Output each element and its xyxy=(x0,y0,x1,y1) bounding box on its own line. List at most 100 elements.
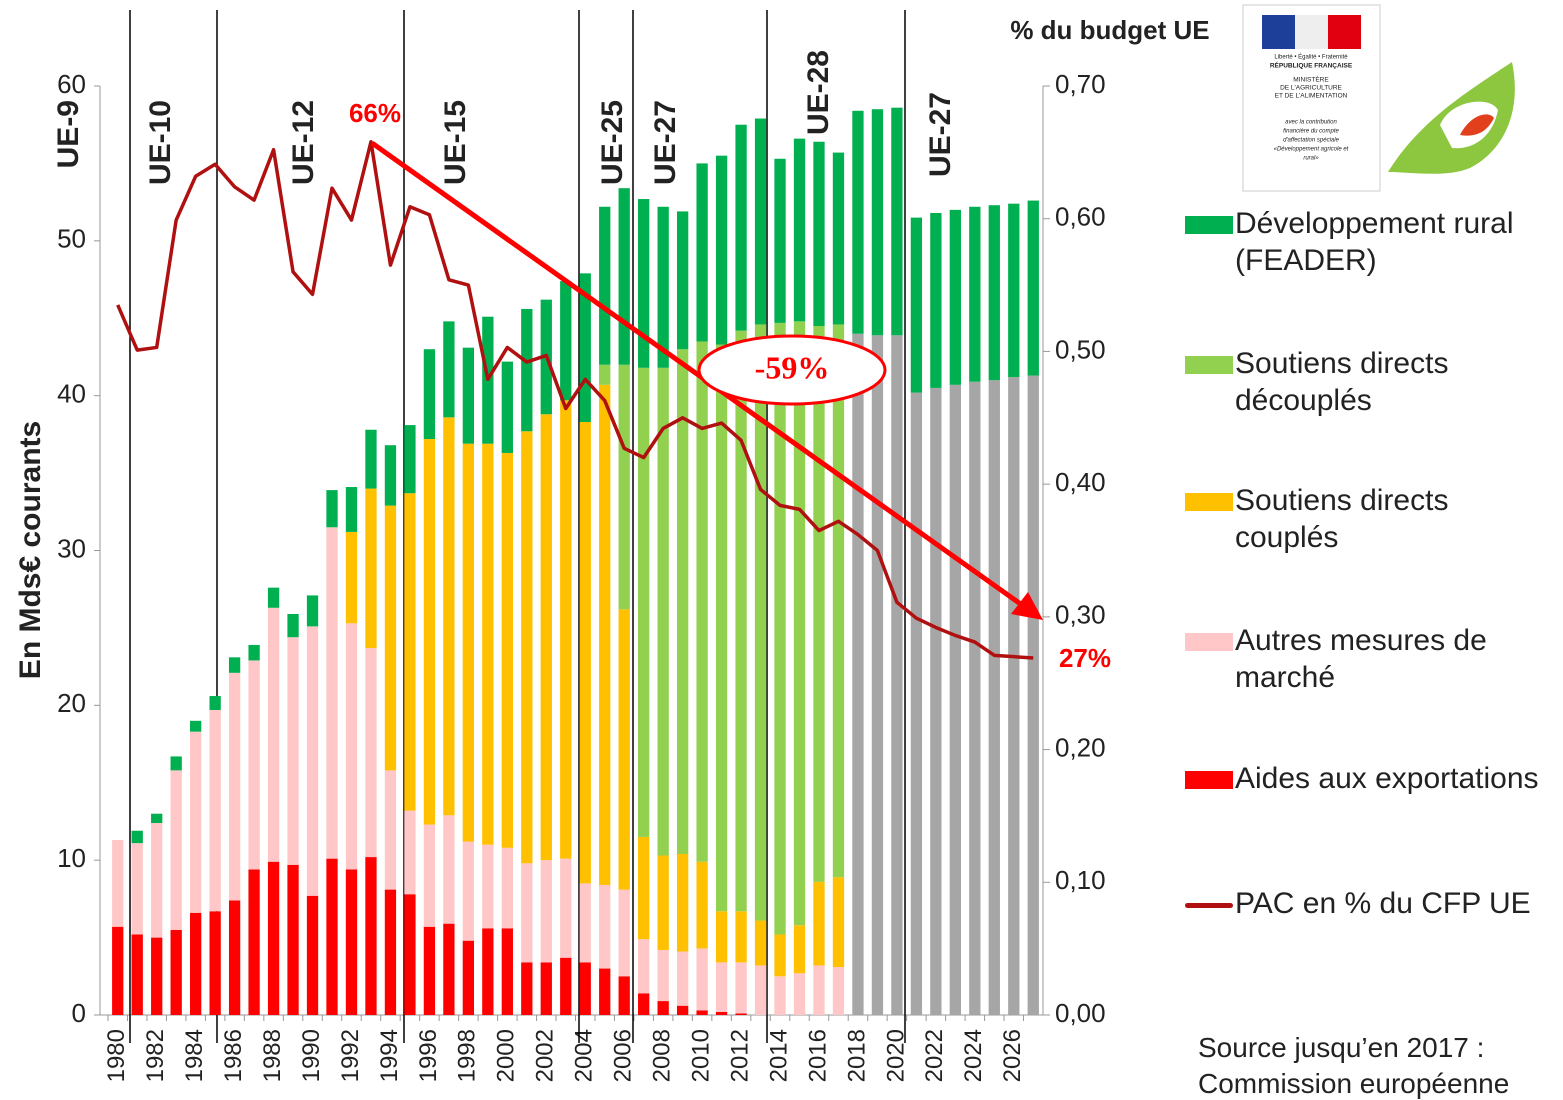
bar-segment xyxy=(151,823,163,938)
x-tick-label: 1988 xyxy=(259,1029,286,1082)
bar-segment xyxy=(618,609,630,890)
bar-segment xyxy=(910,217,923,393)
x-tick-label: 2002 xyxy=(532,1029,559,1082)
bar-segment xyxy=(287,637,299,865)
bar-segment xyxy=(852,110,864,334)
x-tick-label: 2016 xyxy=(804,1029,831,1082)
logo-note: avec la contribution xyxy=(1285,120,1337,126)
bar-segment xyxy=(735,124,747,331)
bar-segment xyxy=(657,367,669,856)
bar-segment xyxy=(988,380,1000,1015)
bar-segment xyxy=(443,923,455,1015)
bar-segment xyxy=(754,920,767,966)
era-label: UE-15 xyxy=(439,100,472,185)
bar-segment xyxy=(560,281,572,401)
bar-segment xyxy=(793,973,806,1015)
x-tick-label: 2012 xyxy=(726,1029,753,1082)
bar-segment xyxy=(638,939,650,994)
bar-segment xyxy=(618,188,630,365)
bar-segment xyxy=(696,948,708,1011)
era-label: UE-27 xyxy=(649,100,682,185)
bar-segment xyxy=(443,321,455,418)
bar-segment xyxy=(793,321,806,926)
bar-segment xyxy=(774,322,786,935)
bar-segment xyxy=(267,861,280,1015)
legend-swatch xyxy=(1185,216,1233,234)
x-tick-label: 1982 xyxy=(142,1029,169,1082)
y-tick-label: 40 xyxy=(57,379,86,409)
legend-swatch xyxy=(1185,771,1233,789)
legend-label: Autres mesures de marché xyxy=(1235,624,1487,694)
bar-segment xyxy=(891,335,903,1015)
bar-segment xyxy=(676,211,689,350)
bar-segment xyxy=(501,928,513,1015)
x-tick-label: 1980 xyxy=(103,1029,130,1082)
bar-segment xyxy=(599,884,611,969)
bar-segment xyxy=(326,858,338,1015)
bar-segment xyxy=(715,1011,728,1015)
bar-segment xyxy=(657,949,669,1002)
bar-segment xyxy=(813,881,825,966)
bar-segment xyxy=(579,962,591,1015)
era-label: UE-27 xyxy=(924,92,957,177)
logo-ministry: ET DE L'ALIMENTATION xyxy=(1275,93,1348,100)
line-series xyxy=(116,139,1034,660)
legend-swatch xyxy=(1185,633,1233,651)
bar-segment xyxy=(579,421,591,884)
x-tick-label: 1992 xyxy=(337,1029,364,1082)
bar-segment xyxy=(190,912,202,1015)
legend-item: Soutiens directs découplés xyxy=(1185,345,1545,419)
x-tick-label: 1996 xyxy=(415,1029,442,1082)
bar-segment xyxy=(715,344,728,912)
bar-segment xyxy=(462,347,475,444)
bar-segment xyxy=(131,843,143,935)
x-tick-label: 2024 xyxy=(960,1029,987,1082)
legend-swatch xyxy=(1185,356,1233,374)
legend-label: Développement rural (FEADER) xyxy=(1235,207,1514,277)
legend-label: Soutiens directs couplés xyxy=(1235,484,1449,554)
bar-segment xyxy=(482,928,494,1015)
bar-segment xyxy=(248,869,260,1015)
bar-segment xyxy=(345,869,358,1015)
y-tick-label: 30 xyxy=(57,533,86,563)
bar-segment xyxy=(384,505,397,771)
bar-segment xyxy=(754,324,767,921)
bar-segment xyxy=(949,209,961,385)
bar-segment xyxy=(560,400,572,859)
y2-tick-label: 0,10 xyxy=(1055,865,1106,895)
bar-segment xyxy=(248,660,260,870)
bar-segment xyxy=(501,847,513,929)
bar-segment xyxy=(326,527,338,859)
logo-note: rural» xyxy=(1303,156,1319,162)
bar-segment xyxy=(832,967,845,1015)
x-tick-label: 2000 xyxy=(493,1029,520,1082)
x-tick-label: 2010 xyxy=(687,1029,714,1082)
bar-segment xyxy=(832,324,845,878)
bar-segment xyxy=(190,731,202,913)
bar-segment xyxy=(696,163,708,342)
logo-ministry: DE L'AGRICULTURE xyxy=(1280,85,1342,92)
logo-note: d'affectation spéciale xyxy=(1283,138,1340,144)
bar-segment xyxy=(754,965,767,1015)
bar-segment xyxy=(676,349,689,854)
bar-segment xyxy=(735,330,747,912)
bar-segment xyxy=(482,443,494,845)
bar-segment xyxy=(228,672,241,901)
bar-segment xyxy=(1008,377,1020,1015)
x-tick-label: 1994 xyxy=(376,1029,403,1082)
y2-tick-label: 0,40 xyxy=(1055,467,1106,497)
bar-segment xyxy=(404,493,416,811)
bar-segment xyxy=(228,900,241,1015)
bar-segment xyxy=(384,889,397,1015)
bar-segment xyxy=(267,587,280,608)
bar-segment xyxy=(657,855,669,950)
ministry-logo: Liberté • Égalité • Fraternité RÉPUBLIQU… xyxy=(1242,4,1381,192)
bar-segment xyxy=(657,206,669,368)
bar-segment xyxy=(774,976,786,1015)
bar-segment xyxy=(228,657,241,673)
y-tick-label: 0 xyxy=(72,998,86,1028)
bar-segment xyxy=(813,141,825,326)
bar-segment xyxy=(813,325,825,882)
